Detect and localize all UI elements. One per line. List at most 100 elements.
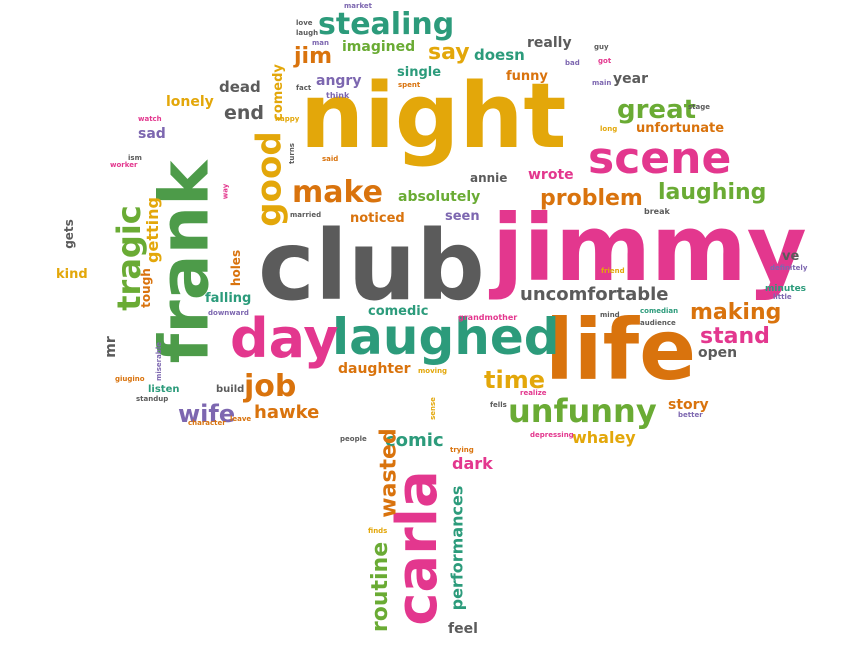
- word-character: character: [188, 419, 226, 427]
- word-minutes: minutes: [765, 284, 807, 294]
- word-make: make: [292, 175, 383, 210]
- word-life: life: [545, 301, 697, 399]
- word-night: night: [300, 64, 567, 169]
- word-fells: fells: [490, 401, 507, 409]
- word-seen: seen: [445, 209, 480, 224]
- word-unfunny: unfunny: [508, 392, 657, 430]
- word-realize: realize: [520, 389, 547, 397]
- word-laughing: laughing: [658, 180, 767, 205]
- word-stage: stage: [688, 103, 710, 111]
- word-build: build: [216, 384, 245, 395]
- word-little: little: [773, 293, 792, 301]
- word-got: got: [598, 57, 612, 65]
- word-better: better: [678, 411, 703, 419]
- word-jimmy: jimmy: [492, 195, 807, 302]
- word-funny: funny: [506, 69, 548, 84]
- word-said: said: [322, 155, 339, 163]
- word-worker: worker: [110, 161, 138, 169]
- word-love: love: [296, 19, 313, 27]
- word-bad: bad: [565, 59, 580, 67]
- word-downward: downward: [208, 309, 249, 317]
- word-dead: dead: [219, 78, 261, 96]
- word-comedian: comedian: [640, 307, 679, 315]
- word-whaley: whaley: [572, 428, 636, 447]
- word-gets: gets: [61, 219, 76, 249]
- word-miserable: miserable: [154, 342, 163, 381]
- word-comedy: comedy: [270, 64, 286, 121]
- word-ism: ism: [128, 154, 142, 162]
- word-dark: dark: [452, 454, 493, 473]
- word-married: married: [290, 211, 322, 219]
- word-making: making: [690, 300, 782, 325]
- word-story: story: [668, 397, 709, 413]
- word-imagined: imagined: [342, 39, 416, 55]
- word-people: people: [340, 435, 367, 443]
- word-comic: comic: [385, 430, 444, 451]
- word-sense: sense: [428, 397, 437, 420]
- word-listen: listen: [148, 384, 180, 395]
- word-mind: mind: [600, 311, 620, 319]
- word-uncomfortable: uncomfortable: [520, 284, 669, 305]
- word-club: club: [258, 210, 485, 322]
- word-laughed: laughed: [332, 308, 560, 366]
- word-stand: stand: [700, 324, 770, 349]
- word-market: market: [344, 2, 373, 10]
- word-giugino: giugino: [115, 375, 145, 383]
- word-wrote: wrote: [528, 167, 574, 183]
- word-doesn: doesn: [474, 46, 525, 64]
- word-laugh: laugh: [296, 29, 319, 37]
- word-trying: trying: [450, 446, 474, 454]
- word-way: way: [221, 183, 230, 200]
- word-getting: getting: [142, 197, 162, 263]
- word-routine: routine: [368, 541, 394, 633]
- word-grandmother: grandmother: [458, 313, 518, 322]
- word-fact: fact: [296, 84, 312, 92]
- word-definitely: definitely: [770, 264, 808, 272]
- word-audience: audience: [640, 319, 676, 327]
- word-year: year: [613, 71, 648, 87]
- word-think: think: [326, 91, 350, 100]
- word-performances: performances: [447, 485, 467, 611]
- word-wasted: wasted: [376, 428, 402, 518]
- word-absolutely: absolutely: [398, 189, 481, 205]
- word-time: time: [484, 366, 545, 394]
- word-comedic: comedic: [368, 304, 429, 319]
- word-standup: standup: [136, 395, 169, 403]
- word-man: man: [312, 39, 330, 47]
- word-main: main: [592, 79, 612, 87]
- word-spent: spent: [398, 81, 421, 89]
- word-finds: finds: [368, 527, 388, 535]
- word-say: say: [428, 40, 470, 65]
- word-lonely: lonely: [166, 94, 214, 110]
- word-job: job: [244, 369, 297, 404]
- word-really: really: [527, 35, 572, 51]
- word-leave: leave: [230, 415, 252, 423]
- word-jim: jim: [294, 44, 333, 69]
- word-hawke: hawke: [254, 402, 320, 423]
- word-unfortunate: unfortunate: [636, 121, 725, 136]
- word-problem: problem: [540, 186, 643, 211]
- word-happy: happy: [275, 115, 300, 123]
- word-noticed: noticed: [350, 211, 405, 226]
- word-open: open: [698, 345, 738, 361]
- word-moving: moving: [418, 367, 448, 375]
- word-break: break: [644, 207, 670, 216]
- word-guy: guy: [594, 43, 609, 51]
- word-sad: sad: [138, 126, 166, 142]
- word-annie: annie: [470, 171, 508, 185]
- word-ve: ve: [782, 249, 800, 264]
- word-long: long: [600, 125, 618, 133]
- word-scene: scene: [588, 133, 732, 184]
- word-feel: feel: [448, 621, 478, 637]
- word-depressing: depressing: [530, 431, 574, 439]
- word-kind: kind: [56, 267, 88, 282]
- word-daughter: daughter: [338, 361, 411, 377]
- word-friend: friend: [601, 267, 625, 275]
- word-tough: tough: [138, 268, 153, 308]
- word-holes: holes: [229, 249, 244, 287]
- word-angry: angry: [316, 73, 362, 89]
- word-mr: mr: [102, 336, 119, 358]
- word-watch: watch: [138, 115, 162, 123]
- word-wife: wife: [178, 400, 236, 428]
